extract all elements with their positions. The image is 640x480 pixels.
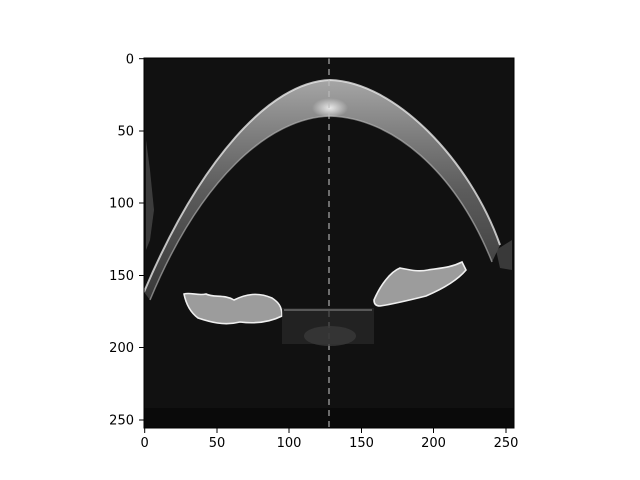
x-axis: 0 50 100 150 200 250 xyxy=(141,428,519,451)
axes-frame xyxy=(143,57,515,429)
x-tick-label: 50 xyxy=(209,436,226,451)
iris-right xyxy=(373,260,467,307)
y-tick-label: 200 xyxy=(109,341,134,356)
cornea-band xyxy=(144,80,500,300)
oct-scan-image xyxy=(144,58,514,428)
y-tick-label: 0 xyxy=(126,53,134,68)
y-tick-label: 50 xyxy=(117,125,134,140)
lens-center-glow xyxy=(304,326,356,346)
right-edge-artifact xyxy=(496,240,512,270)
left-edge-artifact xyxy=(146,140,154,250)
x-tick-label: 250 xyxy=(494,436,519,451)
x-tick-label: 200 xyxy=(421,436,446,451)
y-tick-label: 150 xyxy=(109,269,134,284)
iris-left xyxy=(183,292,283,325)
x-tick-label: 150 xyxy=(349,436,374,451)
x-tick-label: 100 xyxy=(277,436,302,451)
y-tick-label: 100 xyxy=(109,197,134,212)
x-tick-label: 0 xyxy=(141,436,149,451)
y-tick-label: 250 xyxy=(109,414,134,429)
y-axis: 0 50 100 150 200 250 xyxy=(109,53,144,429)
image-bottom-band xyxy=(144,408,514,428)
